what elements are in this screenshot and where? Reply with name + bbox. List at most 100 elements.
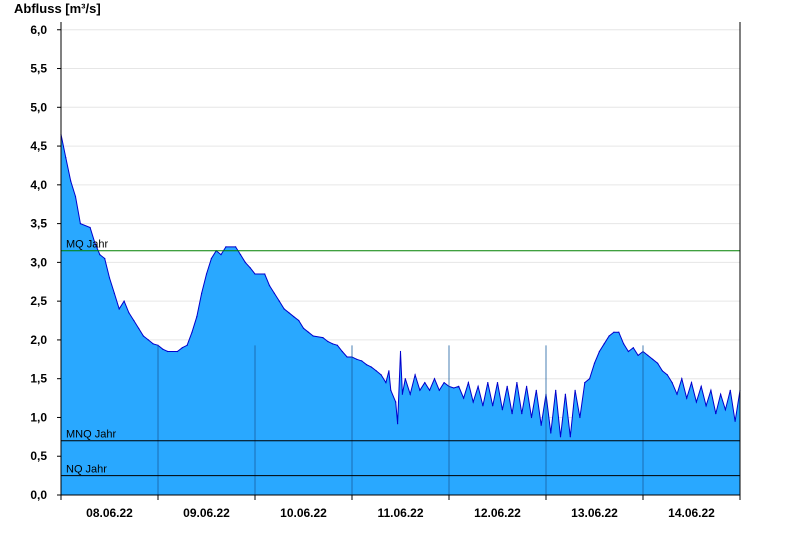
y-tick-label: 5,5	[30, 62, 47, 76]
data-point	[293, 316, 295, 318]
data-point	[380, 374, 382, 376]
data-point	[235, 246, 237, 248]
data-point	[584, 382, 586, 384]
y-tick-label: 3,0	[30, 255, 47, 269]
data-point	[467, 382, 469, 384]
data-point	[443, 382, 445, 384]
data-point	[118, 308, 120, 310]
data-point	[74, 195, 77, 198]
data-point	[191, 331, 193, 333]
data-point	[176, 350, 178, 353]
y-tick-label: 2,0	[30, 333, 47, 347]
y-tick-label: 4,0	[30, 178, 47, 192]
data-point	[409, 393, 411, 395]
data-point	[647, 354, 649, 356]
data-point	[186, 344, 188, 346]
data-point	[734, 420, 736, 422]
data-point	[724, 409, 727, 411]
data-point	[205, 273, 208, 275]
data-point	[395, 401, 397, 403]
x-tick-label: 10.06.22	[280, 506, 327, 520]
data-point	[404, 378, 406, 380]
data-point	[458, 385, 460, 387]
data-point	[370, 366, 372, 368]
data-point	[637, 354, 639, 356]
data-point	[307, 331, 309, 333]
data-point	[501, 409, 503, 411]
data-point	[429, 389, 431, 391]
data-point	[690, 382, 693, 384]
data-point	[336, 344, 338, 346]
data-point	[210, 257, 212, 260]
data-point	[496, 382, 499, 384]
data-point	[618, 331, 620, 333]
data-point	[298, 319, 300, 322]
data-point	[133, 319, 135, 322]
data-point	[312, 335, 314, 337]
data-point	[108, 277, 111, 279]
data-point	[608, 335, 610, 337]
data-point	[278, 300, 280, 302]
x-tick-label: 13.06.22	[571, 506, 618, 520]
data-point	[113, 292, 115, 294]
data-point	[598, 350, 601, 353]
data-point	[332, 343, 334, 345]
data-point	[623, 343, 625, 345]
data-point	[424, 382, 426, 384]
data-point	[104, 257, 106, 260]
data-point	[652, 358, 654, 360]
data-point	[89, 226, 91, 229]
y-tick-label: 1,0	[30, 410, 47, 424]
data-point	[720, 393, 722, 395]
discharge-area	[61, 134, 740, 495]
data-point	[302, 327, 305, 329]
data-point	[627, 350, 630, 353]
y-tick-label: 6,0	[30, 23, 47, 37]
data-point	[666, 374, 668, 376]
y-axis-title: Abfluss [m³/s]	[14, 1, 101, 16]
data-point	[147, 339, 149, 341]
data-point	[559, 436, 562, 438]
x-tick-label: 12.06.22	[474, 506, 521, 520]
data-point	[686, 397, 688, 399]
data-point	[729, 389, 731, 391]
data-point	[322, 337, 324, 339]
data-point	[268, 285, 271, 287]
data-point	[264, 273, 266, 275]
data-point	[700, 385, 702, 387]
data-point	[162, 348, 164, 350]
data-point	[506, 385, 508, 387]
data-point	[535, 389, 537, 391]
data-point	[511, 413, 513, 415]
x-tick-label: 14.06.22	[668, 506, 715, 520]
data-point	[361, 360, 363, 362]
data-point	[715, 413, 717, 415]
data-point	[356, 358, 358, 360]
day-divider-layer	[157, 345, 644, 495]
data-point	[366, 364, 368, 366]
axis-layer: 0,0 0,5 1,0 1,5 2,0 2,5 3,0 3,5 4,0 4,5 5,0 5,5 6,0 0…	[30, 22, 741, 520]
data-point	[681, 378, 683, 380]
data-point	[225, 246, 227, 248]
data-point	[574, 389, 576, 391]
y-tick-label: 0,0	[30, 488, 47, 502]
x-tick-label: 11.06.22	[377, 506, 423, 520]
data-point	[550, 432, 552, 434]
data-point	[388, 370, 390, 372]
data-point	[477, 385, 479, 387]
data-point	[128, 312, 130, 314]
data-point	[375, 370, 377, 372]
data-point	[138, 327, 140, 329]
data-point	[589, 378, 591, 380]
data-point	[705, 405, 707, 407]
data-point	[463, 397, 465, 399]
data-point	[220, 254, 222, 256]
data-point	[487, 382, 489, 384]
data-point	[401, 393, 403, 395]
data-point	[142, 335, 144, 337]
data-point	[65, 157, 67, 159]
data-point	[94, 242, 96, 244]
data-point	[288, 312, 290, 314]
data-point	[79, 223, 81, 225]
